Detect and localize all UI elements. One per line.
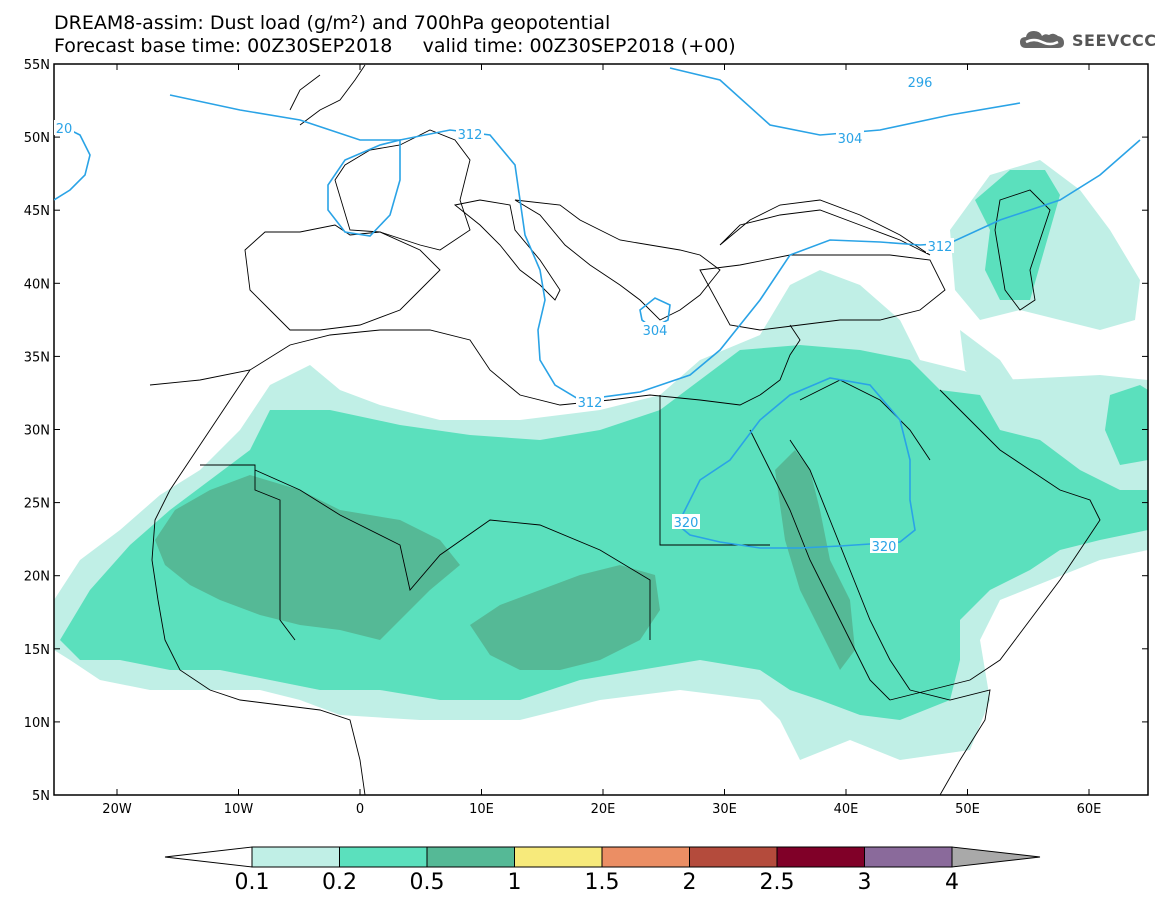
coast-turkey [699, 254, 946, 331]
contour-label: 320 [674, 516, 699, 531]
colorbar-segment [251, 846, 340, 868]
contour-label: 320 [872, 540, 897, 555]
contour-label: 304 [643, 324, 668, 339]
colorbar-segment [339, 846, 428, 868]
border-sahara [254, 469, 651, 640]
colorbar-label: 2 [682, 870, 697, 895]
coast-red-sea [749, 429, 911, 701]
coast-italy [453, 199, 561, 301]
dust-shading [54, 160, 1148, 760]
lat-tick-label: 20N [24, 570, 50, 585]
lon-tick-label: 40E [834, 802, 859, 817]
dust-region-dark-red-sea [775, 450, 855, 670]
logo: SEEVCCC [1018, 28, 1157, 52]
lat-tick-label: 30N [24, 424, 50, 439]
colorbar-label: 4 [945, 870, 959, 895]
coast-black-sea [719, 199, 931, 256]
lon-tick-label: 10W [224, 802, 254, 817]
coast-iberia [244, 224, 441, 331]
contour-label: 304 [838, 132, 863, 147]
lon-tick-label: 10E [469, 802, 494, 817]
colorbar-label: 0.5 [409, 870, 445, 895]
coast-west-africa [151, 369, 366, 795]
dust-region-medium-caspian [975, 170, 1060, 300]
coast-uk [289, 64, 366, 126]
border-iraq [799, 379, 931, 461]
coast-north-africa [149, 329, 761, 406]
colorbar-label: 0.2 [322, 870, 357, 895]
lat-tick-label: 55N [24, 58, 50, 73]
colorbar [164, 846, 1041, 868]
lon-tick-label: 0 [356, 802, 364, 817]
colorbar-segment [776, 846, 865, 868]
coast-horn [909, 689, 991, 795]
contour-label: 20 [56, 122, 73, 137]
contour-304-north [669, 67, 1021, 136]
border-mauritania [200, 464, 296, 641]
coast-caspian [994, 189, 1051, 311]
lat-tick-label: 5N [32, 789, 50, 804]
lon-tick-label: 50E [955, 802, 980, 817]
border-libya-egypt [659, 395, 770, 546]
contour-304-aegean [639, 297, 671, 329]
colorbar-label: 2.5 [759, 870, 795, 895]
contour-label: 312 [458, 128, 483, 143]
contour-label-bg [672, 514, 700, 529]
contour-label: 296 [908, 76, 933, 91]
colorbar-label: 3 [857, 870, 872, 895]
colorbar-segment [514, 846, 603, 868]
colorbar-label: 1 [507, 870, 522, 895]
contour-label-bg [456, 126, 484, 141]
lat-tick-label: 35N [24, 350, 50, 365]
lat-axis: 55N 50N 45N 40N 35N 30N 25N 20N 15N 10N 5N [24, 58, 1148, 804]
title-line-1: DREAM8-assim: Dust load (g/m²) and 700hP… [54, 12, 611, 34]
lon-tick-label: 20E [591, 802, 616, 817]
lat-tick-label: 10N [24, 716, 50, 731]
lon-axis: 20W 10W 0 10E 20E 30E 40E 50E 60E [102, 64, 1101, 817]
title-line-2: Forecast base time: 00Z30SEP2018 valid t… [54, 35, 736, 57]
contour-20-west [54, 124, 91, 201]
contour-label-bg [54, 120, 74, 135]
colorbar-segment [864, 846, 953, 868]
contour-label: 312 [578, 396, 603, 411]
contour-label-bg [926, 238, 954, 253]
lat-tick-label: 15N [24, 643, 50, 658]
contour-label-bg [870, 538, 898, 553]
colorbar-under-arrow [164, 846, 253, 868]
colorbar-over-arrow [951, 846, 1041, 868]
lon-tick-label: 60E [1077, 802, 1102, 817]
logo-text: SEEVCCC [1072, 30, 1157, 50]
contour-320 [677, 377, 916, 549]
colorbar-segment [601, 846, 690, 868]
colorbar-segment [426, 846, 515, 868]
colorbar-segment [689, 846, 778, 868]
lat-tick-label: 40N [24, 277, 50, 292]
coast-east-med [759, 324, 801, 396]
contour-labels: 296 304 312 312 312 304 320 320 20 [54, 74, 954, 555]
cloud-icon [1020, 31, 1064, 48]
contour-312-loop [327, 138, 401, 237]
dust-region-medium-gulf [1105, 385, 1148, 465]
colorbar-label: 0.1 [234, 870, 270, 895]
contour-label-bg [641, 322, 669, 337]
contour-label-bg [576, 394, 604, 409]
lat-tick-label: 45N [24, 204, 50, 219]
contour-label-bg [906, 74, 934, 89]
dust-region-dark-central [470, 565, 660, 670]
coast-arabia [889, 389, 1101, 701]
lon-tick-label: 30E [712, 802, 737, 817]
lon-tick-label: 20W [102, 802, 132, 817]
dust-region-dark-west [155, 475, 460, 640]
coastlines [149, 64, 1101, 795]
lat-tick-label: 50N [24, 131, 50, 146]
contour-label: 312 [928, 240, 953, 255]
coast-france [334, 129, 471, 251]
coast-balkans [514, 199, 721, 321]
dust-region-light-levant [960, 330, 1020, 395]
lat-tick-label: 25N [24, 497, 50, 512]
contour-label-bg [836, 130, 864, 145]
colorbar-label: 1.5 [584, 870, 620, 895]
